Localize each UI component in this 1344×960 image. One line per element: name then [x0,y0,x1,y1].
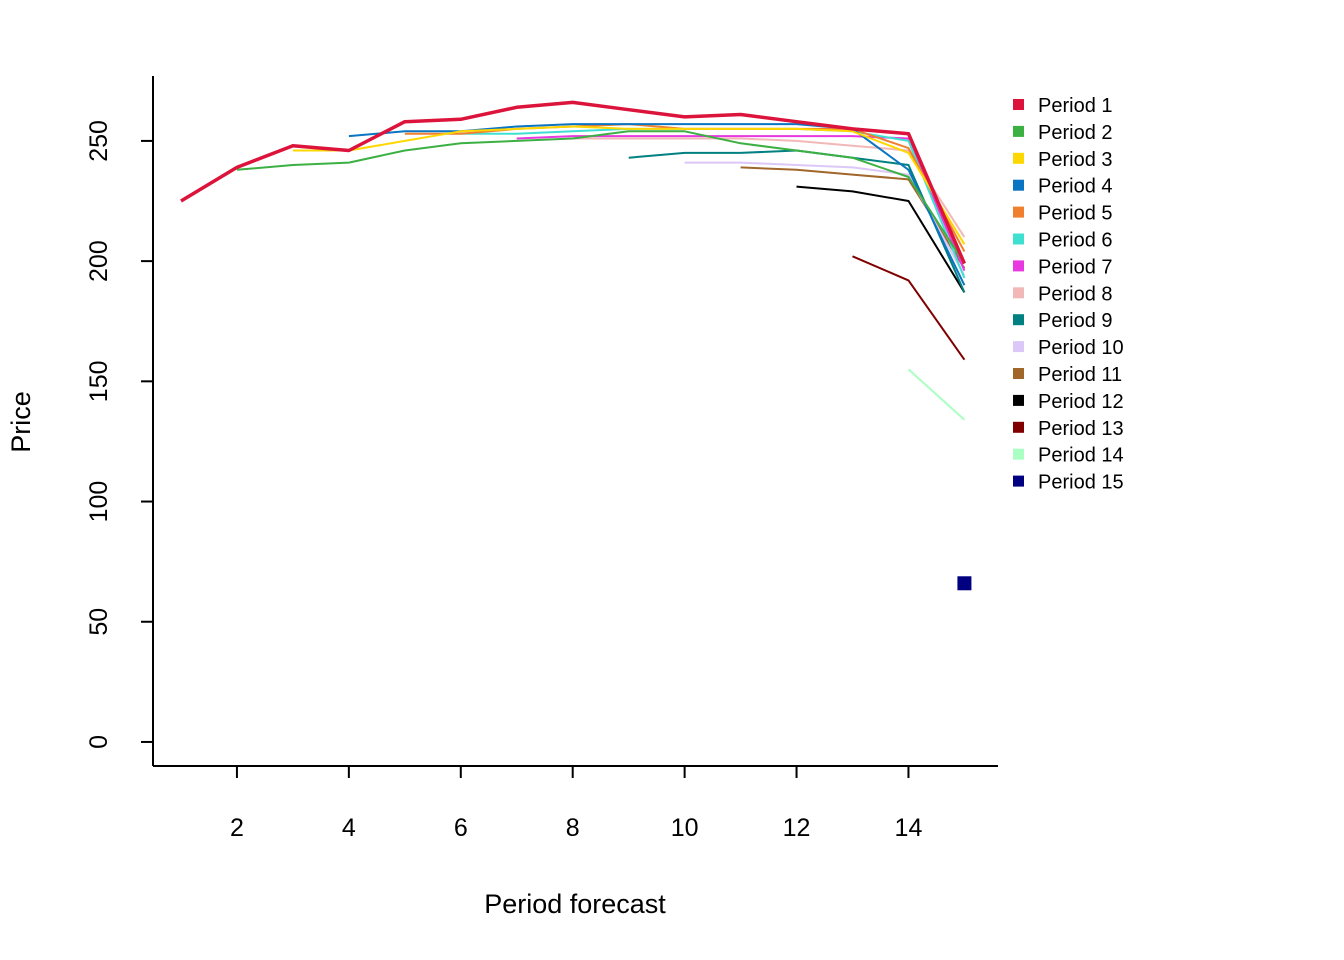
legend: Period 1 Period 2 Period 3 Period 4 Period 5… [1013,95,1124,494]
legend-swatch [1013,448,1024,460]
series-line-period-2 [236,130,966,265]
x-tick-label: 14 [895,814,923,842]
legend-label: Period 10 [1038,337,1124,359]
legend-label: Period 5 [1038,203,1113,225]
legend-swatch [1013,475,1024,487]
x-tick-label: 2 [230,814,244,842]
legend-label: Period 7 [1038,256,1113,278]
legend-label: Period 6 [1038,230,1113,252]
series-point-period-15 [957,576,972,591]
series-group [180,100,972,591]
x-tick-label: 12 [783,814,811,842]
legend-label: Period 14 [1038,445,1124,467]
legend-label: Period 11 [1038,364,1122,386]
series-line-period-5 [404,123,966,252]
series-line-period-10 [684,161,966,276]
y-tick-label: 200 [85,240,113,282]
x-ticks: 2 4 6 8 10 12 14 [230,766,922,842]
y-tick-label: 0 [85,735,113,749]
legend-label: Period 15 [1038,472,1124,494]
legend-swatch [1013,341,1024,353]
y-tick-label: 100 [85,481,113,523]
series-line-period-7 [516,135,966,272]
legend-label: Period 13 [1038,418,1124,440]
series-line-period-9 [628,149,966,293]
legend-label: Period 12 [1038,391,1124,413]
series-line-period-14 [907,368,966,421]
y-tick-label: 50 [85,608,113,636]
legend-swatch [1013,233,1024,245]
legend-swatch [1013,125,1024,137]
series-line-period-1 [180,100,967,265]
legend-label: Period 1 [1038,95,1113,117]
legend-label: Period 2 [1038,122,1113,144]
legend-label: Period 9 [1038,310,1113,332]
x-axis-label: Period forecast [484,889,666,919]
legend-swatch [1013,394,1024,406]
x-tick-label: 10 [671,814,699,842]
legend-swatch [1013,152,1024,164]
x-tick-label: 4 [342,814,356,842]
legend-swatch [1013,99,1024,110]
legend-label: Period 4 [1038,176,1113,198]
legend-label: Period 8 [1038,283,1113,305]
legend-label: Period 3 [1038,149,1113,171]
legend-swatch [1013,421,1024,433]
series-line-period-6 [460,127,966,279]
axes [152,76,998,767]
series-line-period-3 [292,125,966,245]
series-line-period-13 [852,255,966,361]
y-tick-label: 250 [85,120,113,162]
y-axis-label: Price [6,391,36,453]
series-line-period-8 [572,137,966,238]
legend-swatch [1013,179,1024,191]
y-tick-label: 150 [85,360,113,402]
legend-swatch [1013,314,1024,326]
legend-swatch [1013,206,1024,218]
legend-swatch [1013,368,1024,379]
x-tick-label: 8 [566,814,580,842]
y-ticks: 0 50 100 150 200 250 [85,120,153,749]
x-tick-label: 6 [454,814,468,842]
legend-swatch [1013,260,1024,272]
legend-swatch [1013,287,1024,299]
series-line-period-12 [796,185,966,293]
